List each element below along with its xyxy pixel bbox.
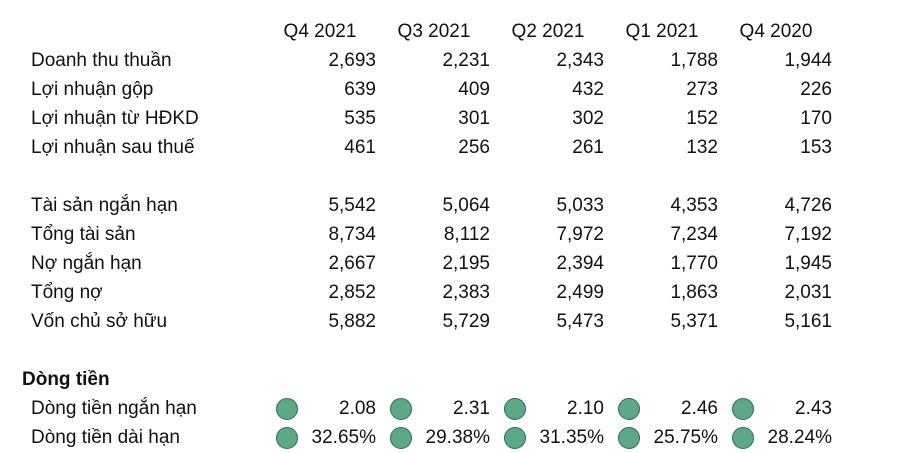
table-cell: 28.24% [767, 427, 832, 448]
table-cell: 5,542 [328, 195, 376, 216]
status-indicator-icon [732, 427, 754, 449]
table-cell: 2,394 [556, 253, 604, 274]
table-cell: 2,031 [784, 282, 832, 303]
row-label: Dòng tiền ngắn hạn [31, 398, 197, 419]
status-indicator-icon [390, 398, 412, 420]
table-cell: 301 [458, 108, 490, 129]
table-cell: 2,693 [328, 50, 376, 71]
column-header: Q3 2021 [397, 21, 471, 42]
table-cell: 1,944 [784, 50, 832, 71]
table-cell: 639 [344, 79, 376, 100]
table-cell: 2,499 [556, 282, 604, 303]
table-cell: 7,234 [670, 224, 718, 245]
table-cell: 535 [344, 108, 376, 129]
table-cell: 8,112 [443, 224, 490, 245]
row-label: Tổng nợ [31, 282, 103, 303]
table-cell: 2,343 [556, 50, 604, 71]
table-cell: 409 [458, 79, 490, 100]
section-title: Dòng tiền [22, 369, 110, 390]
table-cell: 170 [800, 108, 832, 129]
table-cell: 2,231 [442, 50, 490, 71]
table-cell: 2,383 [442, 282, 490, 303]
table-cell: 2.08 [339, 398, 376, 419]
table-cell: 1,788 [670, 50, 718, 71]
status-indicator-icon [276, 427, 298, 449]
table-cell: 5,729 [442, 311, 490, 332]
table-cell: 2.31 [453, 398, 490, 419]
column-header: Q2 2021 [511, 21, 585, 42]
table-cell: 32.65% [311, 427, 376, 448]
table-cell: 153 [800, 137, 832, 158]
row-label: Lợi nhuận từ HĐKD [31, 108, 199, 129]
table-cell: 256 [458, 137, 490, 158]
table-cell: 2,667 [328, 253, 376, 274]
column-header: Q4 2020 [739, 21, 813, 42]
column-header: Q4 2021 [283, 21, 357, 42]
table-cell: 4,353 [670, 195, 718, 216]
table-cell: 5,064 [442, 195, 490, 216]
table-cell: 226 [800, 79, 832, 100]
status-indicator-icon [504, 398, 526, 420]
table-cell: 302 [572, 108, 604, 129]
status-indicator-icon [276, 398, 298, 420]
table-cell: 1,770 [670, 253, 718, 274]
table-cell: 1,863 [670, 282, 718, 303]
table-cell: 5,161 [784, 311, 832, 332]
row-label: Doanh thu thuần [31, 50, 172, 71]
table-cell: 152 [686, 108, 718, 129]
status-indicator-icon [732, 398, 754, 420]
status-indicator-icon [618, 427, 640, 449]
table-cell: 5,882 [328, 311, 376, 332]
table-cell: 461 [344, 137, 376, 158]
table-cell: 25.75% [653, 427, 718, 448]
table-cell: 2.46 [681, 398, 718, 419]
status-indicator-icon [390, 427, 412, 449]
table-cell: 5,473 [556, 311, 604, 332]
table-cell: 31.35% [539, 427, 604, 448]
table-cell: 8,734 [328, 224, 376, 245]
row-label: Tài sản ngắn hạn [31, 195, 178, 216]
table-cell: 2.10 [567, 398, 604, 419]
table-cell: 2,852 [328, 282, 376, 303]
status-indicator-icon [618, 398, 640, 420]
table-cell: 432 [572, 79, 604, 100]
row-label: Lợi nhuận sau thuế [31, 137, 195, 158]
table-cell: 7,192 [784, 224, 832, 245]
row-label: Tổng tài sản [31, 224, 136, 245]
row-label: Vốn chủ sở hữu [31, 311, 168, 332]
table-cell: 273 [686, 79, 718, 100]
row-label: Dòng tiền dài hạn [31, 427, 180, 448]
table-cell: 7,972 [556, 224, 604, 245]
table-cell: 5,371 [670, 311, 718, 332]
status-indicator-icon [504, 427, 526, 449]
table-cell: 2.43 [795, 398, 832, 419]
row-label: Nợ ngắn hạn [31, 253, 142, 274]
table-cell: 29.38% [425, 427, 490, 448]
column-header: Q1 2021 [625, 21, 699, 42]
table-cell: 1,945 [784, 253, 832, 274]
table-cell: 2,195 [442, 253, 490, 274]
table-cell: 261 [572, 137, 604, 158]
table-cell: 5,033 [556, 195, 604, 216]
row-label: Lợi nhuận gộp [31, 79, 154, 100]
table-cell: 132 [686, 137, 718, 158]
table-cell: 4,726 [784, 195, 832, 216]
